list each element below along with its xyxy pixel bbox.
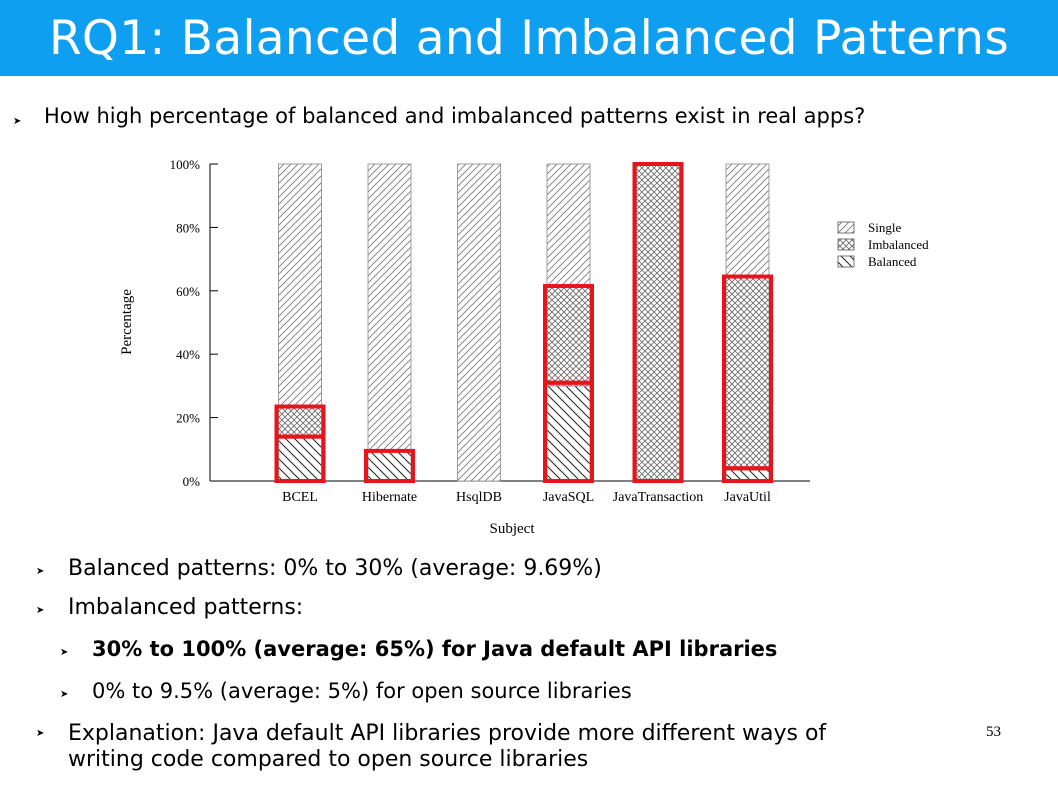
question-text: How high percentage of balanced and imba… [44,104,866,128]
highlight-box [274,404,326,439]
bar-segment-balanced [278,436,322,482]
slide-title: RQ1: Balanced and Imbalanced Patterns [48,10,1010,66]
chart-legend: Single Imbalanced Balanced [837,220,929,269]
bullet-imbalanced: Imbalanced patterns: [68,595,304,620]
x-tick-label: JavaUtil [724,490,771,505]
y-axis-title: Percentage [119,289,135,355]
title-bar: RQ1: Balanced and Imbalanced Patterns [0,0,1058,76]
bullet-arrow-icon: ➤ [36,605,45,616]
bar-segment-imbalanced [546,287,591,387]
highlight-box [543,284,594,385]
bullet-arrow-icon: ➤ [60,689,69,700]
bar-segment-single [278,163,322,407]
x-tick-label: JavaSQL [543,490,594,505]
bullet-balanced: Balanced patterns: 0% to 30% (average: 9… [68,556,602,581]
bar-segment-imbalanced [636,163,680,482]
bullet-explanation: Explanation: Java default API libraries … [68,718,826,776]
x-tick-label: Hibernate [362,490,417,505]
y-tick-label: 80% [176,220,200,235]
bar-segment-single [725,163,770,277]
legend-label: Single [868,220,901,235]
legend-label: Imbalanced [868,237,929,252]
highlight-box [364,448,415,484]
bar-segment-imbalanced [278,406,322,438]
y-tick-label: 0% [183,474,201,489]
x-tick-label: HsqlDB [456,490,502,505]
bar-segment-single [367,163,412,452]
y-tick-label: 100% [170,157,201,172]
y-tick-label: 20% [176,411,200,426]
legend-swatch [837,255,855,268]
bar-segment-balanced [546,385,591,482]
bar-segment-single [457,163,501,482]
x-axis-title: Subject [490,521,536,537]
page-number: 53 [986,724,1001,740]
x-tick-label: JavaTransaction [613,490,703,505]
x-tick-label: BCEL [282,490,318,505]
bar-segment-balanced [367,450,412,482]
sub-bullet-open-source: 0% to 9.5% (average: 5%) for open source… [92,679,632,703]
highlight-box [632,162,684,483]
bullet-arrow-icon: ➤ [36,566,45,577]
sub-bullet-java-default: 30% to 100% (average: 65%) for Java defa… [92,637,778,661]
y-tick-label: 60% [176,284,200,299]
label-group: 0% 20% 40% 60% 80% 100% BCEL Hibernate HsqlDB Jav… [119,157,771,537]
legend-swatch [837,221,855,234]
bar-segment-imbalanced [725,276,770,471]
explanation-line-2: writing code compared to open source lib… [68,747,589,772]
highlight-group [274,162,773,484]
bar-group [278,163,770,482]
explanation-line-1: Explanation: Java default API libraries … [68,721,827,746]
bullet-arrow-icon: ➤ [60,647,69,658]
legend-label: Balanced [868,254,917,269]
bullet-arrow-icon: ➤ [36,728,45,739]
bar-segment-single [546,163,591,289]
bullet-arrow-icon: ➤ [13,116,22,127]
highlight-box [722,274,773,471]
legend-swatch [837,238,855,251]
y-tick-label: 40% [176,347,200,362]
